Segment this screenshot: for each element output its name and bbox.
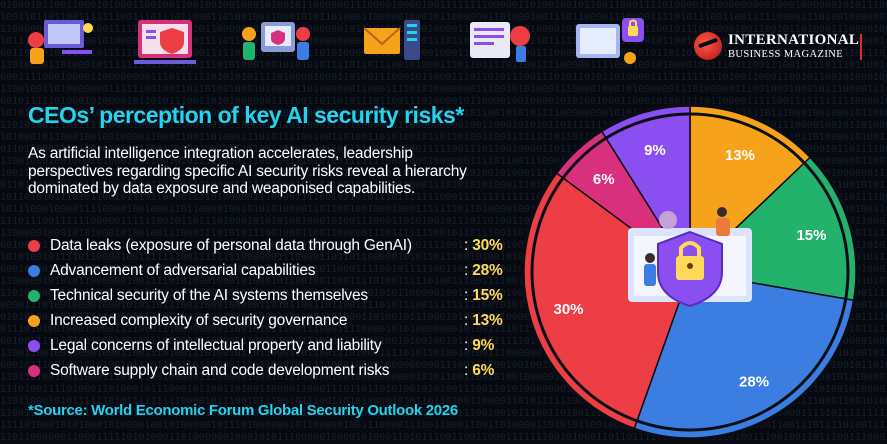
pie-slice <box>633 271 855 439</box>
legend-dot-icon <box>28 265 40 277</box>
description: As artificial intelligence integration a… <box>28 145 467 197</box>
legend-value-number: 13% <box>472 312 503 329</box>
slice-label: 6% <box>593 171 615 188</box>
legend-dot-icon <box>28 315 40 327</box>
legend-label: Legal concerns of intellectual property … <box>50 337 382 354</box>
slice-label: 30% <box>553 301 583 318</box>
legend-label: Software supply chain and code developme… <box>50 362 390 379</box>
slice-label: 15% <box>796 227 826 244</box>
legend-value-number: 9% <box>472 337 495 354</box>
shield-document-illustration <box>134 20 196 64</box>
mail-server-illustration <box>363 20 420 60</box>
padlock-dashboard-illustration <box>576 18 644 64</box>
page-title: CEOs’ perception of key AI security risk… <box>28 102 464 128</box>
legend-value: : 28% <box>464 262 503 279</box>
legend-item: Legal concerns of intellectual property … <box>28 336 508 361</box>
globe-icon <box>694 32 722 60</box>
legend-dot-icon <box>28 240 40 252</box>
pie-slice <box>523 172 691 430</box>
security-lock-illustration <box>628 207 752 308</box>
legend-value: : 6% <box>464 362 495 379</box>
brand-logo: INTERNATIONAL BUSINESS MAGAZINE <box>694 30 869 66</box>
legend-item: Data leaks (exposure of personal data th… <box>28 236 508 261</box>
legend-value-number: 30% <box>472 237 503 254</box>
document-lock-illustration <box>470 22 530 62</box>
legend: Data leaks (exposure of personal data th… <box>28 236 508 386</box>
legend-value-number: 6% <box>472 362 495 379</box>
slice-label: 9% <box>644 142 666 159</box>
legend-item: Advancement of adversarial capabilities:… <box>28 261 508 286</box>
slice-label: 13% <box>725 147 755 164</box>
legend-item: Increased complexity of security governa… <box>28 311 508 336</box>
hacker-laptop-illustration <box>28 20 93 64</box>
brand-line-1: INTERNATIONAL <box>728 32 860 48</box>
legend-label: Data leaks (exposure of personal data th… <box>50 237 412 254</box>
legend-value: : 15% <box>464 287 503 304</box>
header-illustrations <box>22 14 672 72</box>
legend-dot-icon <box>28 365 40 377</box>
legend-label: Technical security of the AI systems the… <box>50 287 368 304</box>
slice-label: 28% <box>739 374 769 391</box>
legend-value-number: 15% <box>472 287 503 304</box>
pie-inner-ring <box>530 112 850 432</box>
source-note: *Source: World Economic Forum Global Sec… <box>28 402 458 419</box>
legend-item: Software supply chain and code developme… <box>28 361 508 386</box>
legend-value: : 30% <box>464 237 503 254</box>
legend-item: Technical security of the AI systems the… <box>28 286 508 311</box>
legend-label: Increased complexity of security governa… <box>50 312 348 329</box>
legend-value: : 13% <box>464 312 503 329</box>
legend-dot-icon <box>28 290 40 302</box>
legend-dot-icon <box>28 340 40 352</box>
legend-value-number: 28% <box>472 262 503 279</box>
robot-security-illustration <box>242 22 310 60</box>
brand-line-2: BUSINESS MAGAZINE <box>728 49 844 60</box>
legend-value: : 9% <box>464 337 495 354</box>
legend-label: Advancement of adversarial capabilities <box>50 262 316 279</box>
brand-divider <box>860 34 862 60</box>
